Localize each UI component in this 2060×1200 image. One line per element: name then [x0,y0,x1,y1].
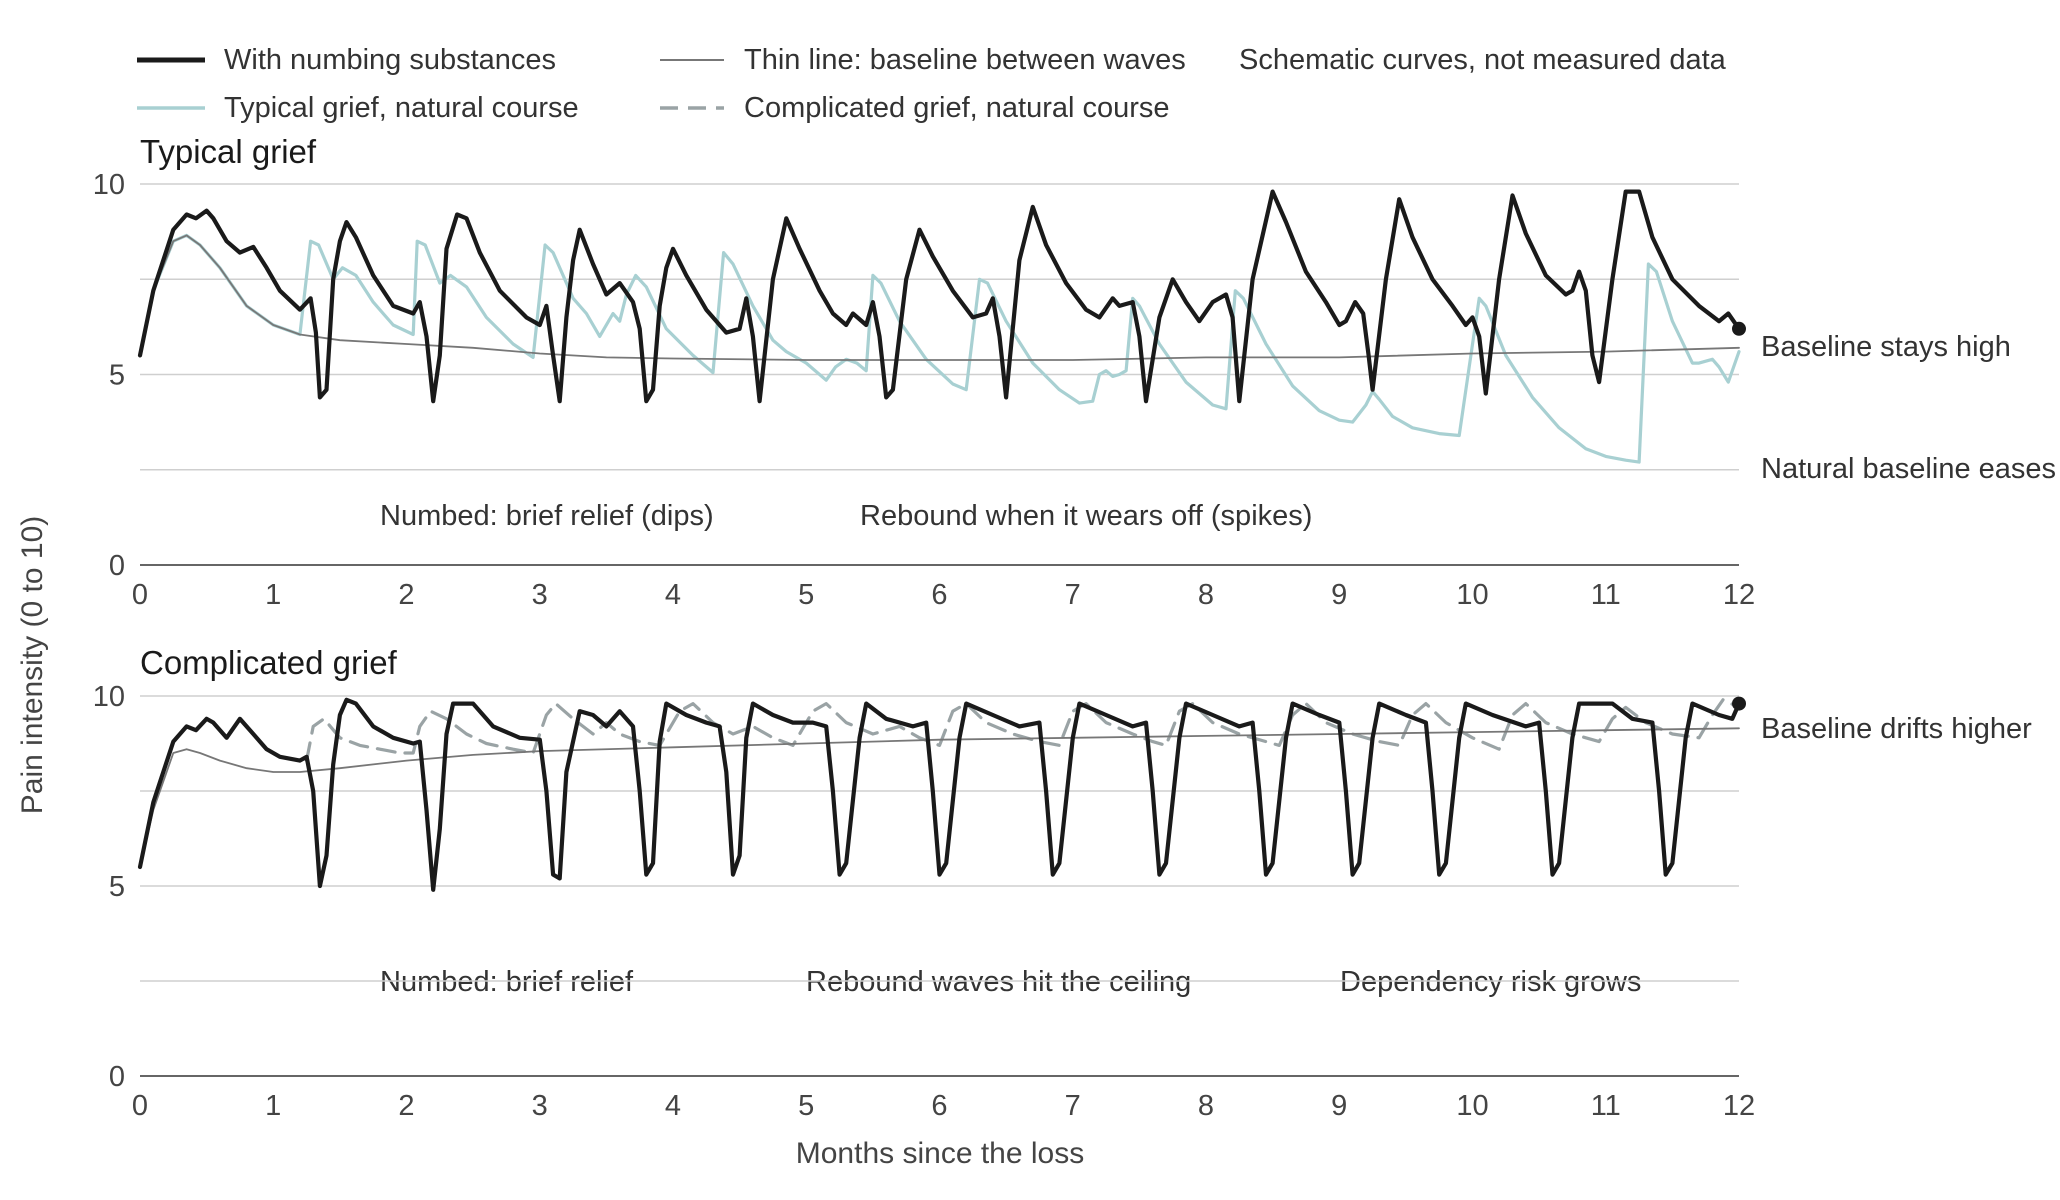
series-end-marker-numbed [1732,696,1746,711]
label-natural-baseline-eases: Natural baseline eases [1761,453,2056,485]
x-tick-label: 7 [1065,579,1081,611]
x-tick-label: 6 [931,1090,947,1122]
x-tick-label: 11 [1591,579,1621,611]
series-line-baseline [139,727,1740,868]
panel-complicated-grief: Complicated grief Numbed: brief relief R… [93,644,2032,1122]
panel-typical-grief: Typical grief Numbed: brief relief (dips… [93,133,2056,611]
x-tick-label: 8 [1198,579,1214,611]
gridlines [140,695,1739,1077]
x-tick-label: 6 [931,579,947,611]
panel-title-typical: Typical grief [140,133,317,170]
x-tick-label: 12 [1723,579,1755,611]
legend: With numbing substances Typical grief, n… [137,44,1727,124]
x-tick-label: 1 [265,579,281,611]
annotation-numbed-brief-relief: Numbed: brief relief [380,966,634,998]
y-axis-label: Pain intensity (0 to 10) [16,516,49,815]
series-line-numbed [137,189,1742,404]
x-tick-label: 2 [398,579,414,611]
annotation-rebound-spikes: Rebound when it wears off (spikes) [860,500,1312,532]
gridlines [140,183,1739,566]
x-tick-label: 5 [798,579,814,611]
x-tick-label: 8 [1198,1090,1214,1122]
x-tick-label: 11 [1591,1090,1621,1122]
annotation-numbed-dips: Numbed: brief relief (dips) [380,500,714,532]
y-tick-label: 10 [93,681,125,713]
legend-label-baseline: Thin line: baseline between waves [744,44,1186,76]
legend-label-numbed: With numbing substances [224,44,556,76]
series-line-numbed [137,697,1742,892]
x-tick-label: 9 [1331,1090,1347,1122]
annotation-dependency-risk: Dependency risk grows [1340,966,1641,998]
x-tick-label: 0 [132,1090,148,1122]
panel-title-complicated: Complicated grief [140,644,398,681]
x-tick-label: 10 [1456,1090,1488,1122]
chart-note: Schematic curves, not measured data [1239,44,1727,76]
y-tick-label: 5 [109,871,125,903]
x-tick-label: 3 [532,1090,548,1122]
x-tick-label: 0 [132,579,148,611]
series-end-marker-numbed [1732,321,1746,336]
y-tick-label: 0 [109,550,125,582]
annotation-rebound-ceiling: Rebound waves hit the ceiling [806,966,1191,998]
x-tick-label: 4 [665,1090,681,1122]
x-tick-label: 1 [265,1090,281,1122]
x-axis-label: Months since the loss [796,1137,1084,1170]
label-baseline-drifts-higher: Baseline drifts higher [1761,713,2032,745]
legend-label-typical: Typical grief, natural course [224,92,579,124]
legend-label-complicated: Complicated grief, natural course [744,92,1170,124]
series-line-complicated [305,698,1741,763]
x-tick-label: 7 [1065,1090,1081,1122]
x-tick-label: 5 [798,1090,814,1122]
label-baseline-stays-high: Baseline stays high [1761,331,2011,363]
series-line-baseline [139,234,1740,361]
x-tick-label: 4 [665,579,681,611]
y-tick-label: 10 [93,169,125,201]
x-tick-label: 9 [1331,579,1347,611]
x-tick-label: 10 [1456,579,1488,611]
x-tick-label: 3 [532,579,548,611]
x-tick-label: 12 [1723,1090,1755,1122]
y-tick-label: 5 [109,360,125,392]
x-tick-label: 2 [398,1090,414,1122]
y-tick-label: 0 [109,1061,125,1093]
